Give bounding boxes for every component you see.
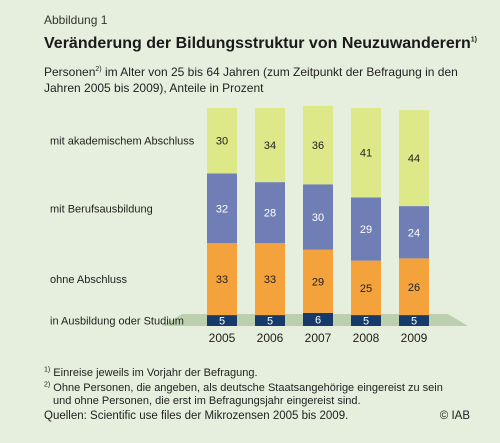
data-label: 26 bbox=[408, 282, 420, 294]
footnote-2: 2) Ohne Personen, die angeben, als deuts… bbox=[44, 381, 443, 395]
legend-label: ohne Abschluss bbox=[50, 274, 128, 286]
data-label: 28 bbox=[264, 208, 276, 220]
footnote-1-mark: 1) bbox=[44, 366, 51, 374]
bar-segment bbox=[399, 206, 429, 259]
chart-title-text: Veränderung der Bildungsstruktur von Neu… bbox=[44, 35, 471, 52]
data-label: 41 bbox=[360, 148, 372, 160]
bar-segment bbox=[207, 243, 237, 316]
data-label: 6 bbox=[315, 314, 321, 326]
bar-segment bbox=[255, 243, 285, 316]
data-label: 5 bbox=[411, 316, 417, 328]
data-label: 5 bbox=[363, 316, 369, 328]
x-tick-label: 2005 bbox=[209, 331, 236, 345]
chart-subtitle: Personen2) im Alter von 25 bis 64 Jahren… bbox=[44, 64, 464, 96]
bar-segment bbox=[255, 182, 285, 244]
subtitle-prefix: Personen bbox=[44, 65, 96, 79]
data-label: 5 bbox=[267, 316, 273, 328]
x-tick-label: 2008 bbox=[353, 331, 380, 345]
bar-segment bbox=[303, 184, 333, 250]
bar-segment bbox=[351, 108, 381, 198]
legend-label: mit Berufsausbildung bbox=[50, 203, 153, 215]
x-tick-label: 2007 bbox=[305, 331, 332, 345]
bar-segment bbox=[207, 173, 237, 244]
footnote-2-continuation: und ohne Personen, die erst im Befragung… bbox=[53, 395, 361, 407]
data-label: 29 bbox=[360, 224, 372, 236]
footnote-2-mark: 2) bbox=[44, 381, 51, 389]
footnote-1: 1) Einreise jeweils im Vorjahr der Befra… bbox=[44, 366, 258, 380]
x-tick-label: 2006 bbox=[257, 331, 284, 345]
data-label: 30 bbox=[216, 136, 228, 148]
bar-segment bbox=[399, 258, 429, 316]
data-label: 33 bbox=[264, 274, 276, 286]
data-label: 32 bbox=[216, 203, 228, 215]
legend-label: mit akademischem Abschluss bbox=[50, 136, 195, 148]
data-label: 24 bbox=[408, 227, 420, 239]
chart-title: Veränderung der Bildungsstruktur von Neu… bbox=[44, 35, 477, 53]
bar-segment bbox=[351, 315, 381, 326]
data-label: 5 bbox=[219, 316, 225, 328]
data-label: 34 bbox=[264, 140, 276, 152]
bar-segment bbox=[351, 197, 381, 261]
title-footnote-mark: 1) bbox=[470, 36, 477, 44]
subtitle-rest: im Alter von 25 bis 64 Jahren (zum Zeitp… bbox=[44, 65, 458, 95]
bar-segment bbox=[303, 312, 333, 326]
data-label: 29 bbox=[312, 276, 324, 288]
figure-label: Abbildung 1 bbox=[44, 13, 108, 27]
bar-segment bbox=[351, 260, 381, 316]
bar-segment bbox=[255, 315, 285, 326]
data-label: 30 bbox=[312, 212, 324, 224]
data-label: 25 bbox=[360, 283, 372, 295]
legend-label: in Ausbildung oder Studium bbox=[50, 316, 184, 328]
bar-segment bbox=[399, 110, 429, 207]
copyright: © IAB bbox=[439, 410, 470, 422]
x-tick-label: 2009 bbox=[401, 331, 428, 345]
bar-segment bbox=[303, 249, 333, 313]
data-label: 33 bbox=[216, 274, 228, 286]
subtitle-footnote-mark: 2) bbox=[95, 66, 102, 73]
bar-segment bbox=[303, 105, 333, 185]
footnote-2-text: Ohne Personen, die angeben, als deutsche… bbox=[50, 382, 443, 394]
footnote-1-text: Einreise jeweils im Vorjahr der Befragun… bbox=[50, 367, 258, 379]
data-label: 44 bbox=[408, 153, 420, 165]
bar-segment bbox=[399, 315, 429, 326]
source-note: Quellen: Scientific use files der Mikroz… bbox=[44, 410, 349, 422]
data-label: 36 bbox=[312, 140, 324, 152]
bar-segment bbox=[207, 315, 237, 326]
bar-segment bbox=[255, 108, 285, 183]
bar-segment bbox=[207, 108, 237, 174]
